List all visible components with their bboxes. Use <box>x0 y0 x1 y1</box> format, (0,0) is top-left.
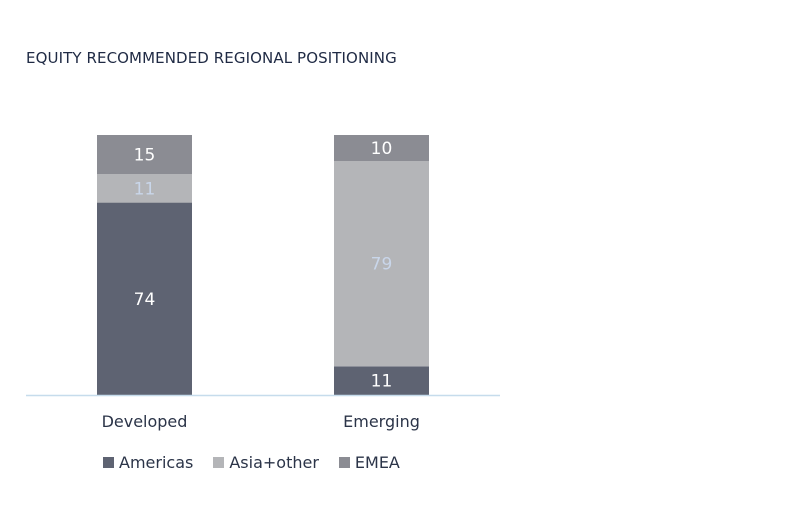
data-label-developed-emea: 15 <box>134 146 156 166</box>
bar-segment-developed-emea <box>97 135 192 174</box>
x-tick-label-emerging: Emerging <box>343 412 420 431</box>
chart-legend: Americas Asia+other EMEA <box>103 453 420 472</box>
bar-segment-developed-asia-other <box>97 174 192 203</box>
bar-segment-developed-americas <box>97 202 192 395</box>
x-tick-label-developed: Developed <box>102 412 188 431</box>
bar-segment-emerging-asia-other <box>334 161 429 367</box>
legend-swatch-emea <box>338 457 350 468</box>
chart-title: EQUITY RECOMMENDED REGIONAL POSITIONING <box>26 49 397 67</box>
bar-segment-emerging-americas <box>334 366 429 395</box>
legend-item-emea: EMEA <box>338 453 400 472</box>
data-label-emerging-asia-other: 79 <box>371 255 393 275</box>
legend-swatch-asia-other <box>213 457 225 468</box>
data-label-developed-americas: 74 <box>134 290 156 310</box>
data-label-developed-asia-other: 11 <box>134 179 156 199</box>
bar-segment-emerging-emea <box>334 135 429 161</box>
legend-label-americas: Americas <box>119 453 194 472</box>
legend-swatch-americas <box>103 457 114 468</box>
legend-label-emea: EMEA <box>354 453 400 472</box>
legend-item-americas: Americas <box>103 453 193 472</box>
data-label-emerging-emea: 10 <box>371 139 393 159</box>
legend-label-asia-other: Asia+other <box>229 453 319 472</box>
legend-item-asia-other: Asia+other <box>213 453 319 472</box>
data-label-emerging-americas: 11 <box>371 372 393 392</box>
